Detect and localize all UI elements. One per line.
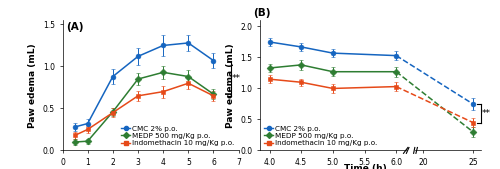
Text: (A): (A): [66, 22, 84, 32]
Legend: CMC 2% p.o., MEDP 500 mg/Kg p.o., Indomethacin 10 mg/Kg p.o.: CMC 2% p.o., MEDP 500 mg/Kg p.o., Indome…: [120, 125, 235, 147]
Y-axis label: Paw edema (mL): Paw edema (mL): [28, 43, 37, 128]
Legend: CMC 2% p.o., MEDP 500 mg/Kg p.o., Indomethacin 10 mg/Kg p.o.: CMC 2% p.o., MEDP 500 mg/Kg p.o., Indome…: [264, 125, 378, 147]
Text: (B): (B): [252, 8, 270, 18]
Text: Time (h): Time (h): [344, 164, 387, 169]
Y-axis label: Paw edema (mL): Paw edema (mL): [226, 43, 234, 128]
Text: **: **: [482, 109, 491, 118]
Text: **: **: [232, 74, 241, 83]
